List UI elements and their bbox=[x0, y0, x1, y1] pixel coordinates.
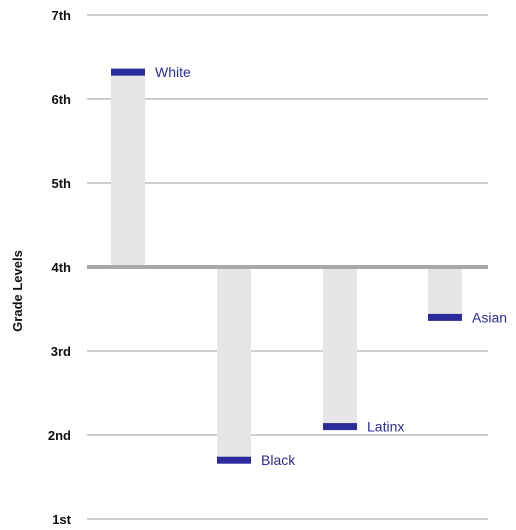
y-tick-label: 3rd bbox=[51, 344, 71, 359]
bars bbox=[111, 72, 462, 461]
y-tick-label: 4th bbox=[52, 260, 72, 275]
value-marker bbox=[111, 68, 145, 76]
y-tick-label: 7th bbox=[52, 8, 72, 23]
category-label: Asian bbox=[472, 309, 507, 325]
bar bbox=[111, 72, 145, 268]
y-axis-title: Grade Levels bbox=[10, 250, 25, 332]
value-marker bbox=[428, 313, 462, 321]
value-markers bbox=[111, 68, 462, 464]
y-tick-label: 2nd bbox=[48, 428, 71, 443]
value-marker bbox=[323, 423, 357, 431]
category-label: Latinx bbox=[367, 419, 404, 435]
gridlines bbox=[87, 14, 488, 520]
category-label: Black bbox=[261, 452, 296, 468]
bar bbox=[217, 267, 251, 461]
y-tick-label: 6th bbox=[52, 92, 72, 107]
bar bbox=[428, 267, 462, 318]
y-tick-labels: 7th 6th 5th 4th 3rd 2nd 1st bbox=[48, 8, 72, 527]
bar bbox=[323, 267, 357, 427]
y-tick-label: 5th bbox=[52, 176, 72, 191]
y-tick-label: 1st bbox=[52, 512, 71, 527]
category-label: White bbox=[155, 64, 191, 80]
value-marker bbox=[217, 456, 251, 464]
category-labels: White Black Latinx Asian bbox=[155, 64, 507, 468]
